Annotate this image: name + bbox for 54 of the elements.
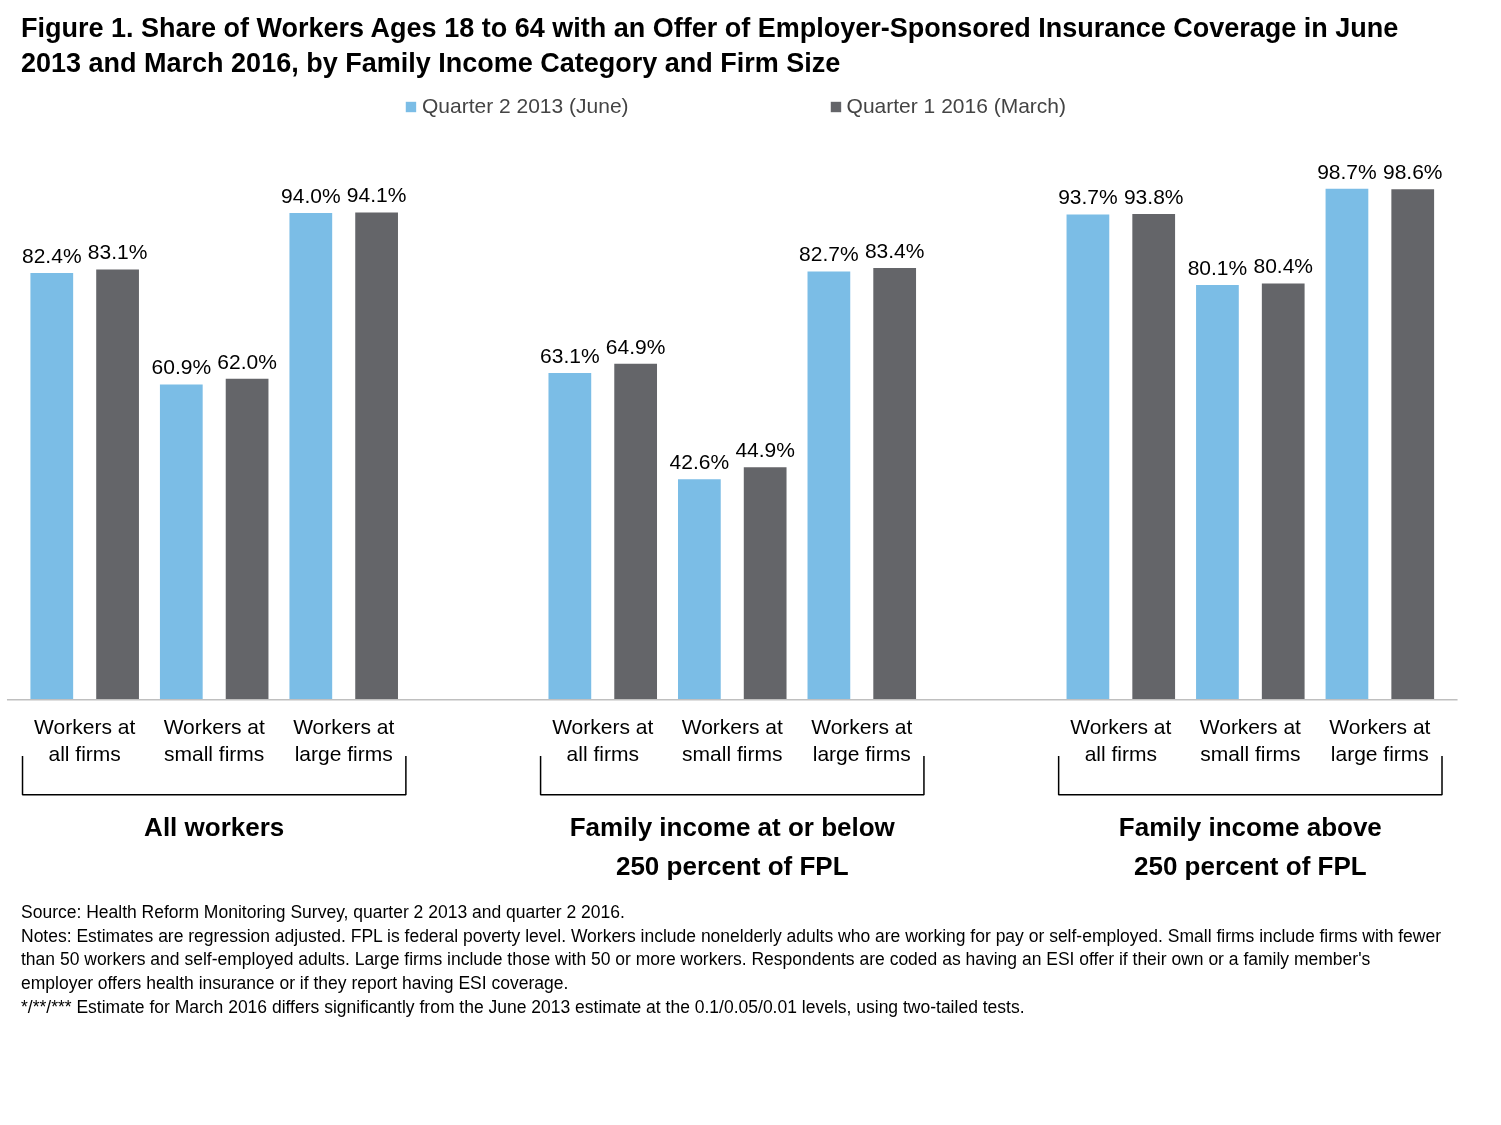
text: */**/*** Estimate for March 2016 differs significantly from the June 2013 estimate at the 0.1/0.05/0.01 levels, using two-tailed tests. — [21, 996, 1025, 1017]
x-tick-label: Workers at large firms — [811, 715, 913, 765]
source-note: Source: Health Reform Monitoring Survey, quarter 2 2013 and quarter 2 2016. — [21, 902, 625, 923]
data-label: 83.4% — [864, 238, 925, 262]
data-label: 63.1% — [540, 344, 600, 368]
bar — [30, 273, 74, 700]
data-label: 64.9% — [605, 334, 666, 358]
bar — [1391, 189, 1435, 700]
data-label: 42.6% — [669, 450, 730, 474]
data-label: 83.1% — [87, 240, 148, 264]
text: Family income above 250 percent of FPL — [1118, 812, 1382, 882]
data-label: 80.4% — [1253, 254, 1313, 278]
data-label: 98.7% — [1317, 159, 1377, 183]
bar — [1196, 285, 1239, 700]
bar — [548, 373, 592, 700]
bar — [96, 269, 139, 700]
x-tick-label: Workers at large firms — [1329, 715, 1431, 765]
x-tick-label: Workers at all firms — [552, 715, 654, 765]
x-tick-label: Workers at all firms — [1070, 715, 1172, 765]
data-label: 93.7% — [1058, 185, 1118, 209]
x-tick-label: Workers at small firms — [163, 715, 265, 765]
data-label: 44.9% — [735, 438, 795, 462]
chart-title: Figure 1. Share of Workers Ages 18 to 64 with an Offer of Employer-Sponsored Insurance Coverage in June 2013 and March 2016, by Family Income Category and Firm Size — [21, 13, 1399, 79]
bar — [743, 467, 787, 700]
data-label: 62.0% — [217, 349, 277, 373]
bar — [807, 271, 851, 700]
bar — [1132, 214, 1176, 700]
x-tick-label: Workers at all firms — [34, 715, 136, 765]
legend-label: Quarter 2 2013 (June) — [421, 94, 629, 119]
bar — [614, 363, 658, 700]
bar — [1066, 214, 1110, 700]
data-label: 82.7% — [799, 242, 859, 266]
bar — [225, 378, 269, 700]
bar — [289, 213, 333, 700]
data-label: 94.1% — [346, 183, 407, 207]
data-label: 82.4% — [22, 244, 82, 268]
text: All workers — [144, 812, 285, 843]
bar — [873, 268, 917, 700]
bar — [1261, 283, 1305, 700]
bar — [159, 384, 203, 700]
x-tick-label: Workers at small firms — [1199, 715, 1302, 765]
data-label: 60.9% — [151, 355, 212, 379]
bar — [355, 212, 398, 700]
data-label: 94.0% — [281, 184, 341, 208]
bar — [1325, 188, 1369, 700]
data-label: 98.6% — [1382, 160, 1443, 184]
data-label: 93.8% — [1123, 185, 1184, 209]
text: Notes: Estimates are regression adjusted. FPL is federal poverty level. Workers include nonelderly adults who are working for pay or self-employed. Small firms include firms with fewer than 50 workers and self-employed adults. Large firms include those with 50 or more workers. Respondents are coded as having an ESI offer if their own or a family member's employer offers health insurance or if they report having ESI coverage. — [21, 925, 1442, 994]
bar — [678, 479, 721, 700]
legend-label: Quarter 1 2016 (March) — [846, 94, 1067, 119]
x-tick-label: Workers at large firms — [293, 715, 395, 765]
text: Family income at or below 250 percent of FPL — [569, 812, 896, 882]
x-tick-label: Workers at small firms — [681, 715, 783, 765]
data-label: 80.1% — [1187, 256, 1248, 280]
